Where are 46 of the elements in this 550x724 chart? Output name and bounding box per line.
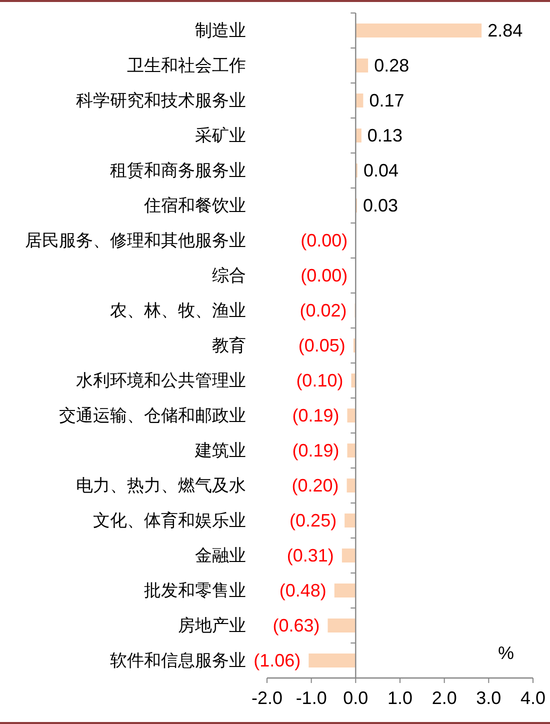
x-tick-label: 3.0 <box>476 688 502 708</box>
y-tick-label: 软件和信息服务业 <box>110 651 246 670</box>
data-label: (0.20) <box>292 476 339 496</box>
data-label: (0.19) <box>292 440 340 460</box>
y-tick-label: 农、林、牧、渔业 <box>110 301 246 320</box>
y-tick-label: 文化、体育和娱乐业 <box>93 511 246 530</box>
data-label: (0.25) <box>290 510 337 530</box>
x-tick-label: -2.0 <box>251 688 283 708</box>
y-tick-label: 建筑业 <box>194 441 246 460</box>
y-tick-label: 居民服务、修理和其他服务业 <box>25 231 246 250</box>
x-axis-title: % <box>498 643 514 663</box>
x-tick-label: 0.0 <box>343 688 368 708</box>
data-label: 0.17 <box>369 90 404 110</box>
y-tick-label: 住宿和餐饮业 <box>143 196 246 215</box>
data-label: (0.31) <box>286 546 334 566</box>
y-tick-label: 教育 <box>212 336 246 355</box>
data-label: 0.13 <box>367 126 402 146</box>
data-label: 0.04 <box>363 160 398 180</box>
y-tick-label: 卫生和社会工作 <box>127 56 246 75</box>
data-label: (0.00) <box>300 230 348 250</box>
y-tick-label: 制造业 <box>195 21 246 40</box>
data-label: (0.48) <box>279 580 326 600</box>
y-tick-label: 交通运输、仓储和邮政业 <box>59 406 246 425</box>
x-tick-label: 1.0 <box>387 688 413 708</box>
x-tick-label: 4.0 <box>520 688 546 708</box>
y-tick-label: 采矿业 <box>195 126 246 145</box>
y-tick-label: 金融业 <box>195 546 246 565</box>
y-tick-label: 科学研究和技术服务业 <box>76 91 246 110</box>
data-label: (0.10) <box>296 370 344 390</box>
data-label: (1.06) <box>254 650 301 670</box>
data-label: (0.05) <box>298 336 346 356</box>
y-tick-label: 电力、热力、燃气及水 <box>76 476 246 495</box>
x-tick-label: 2.0 <box>432 688 457 708</box>
y-tick-label: 水利环境和公共管理业 <box>76 371 246 390</box>
data-label: (0.00) <box>300 266 348 286</box>
y-tick-label: 批发和零售业 <box>144 581 246 600</box>
y-tick-label: 综合 <box>212 266 246 285</box>
data-label: 0.03 <box>362 196 398 216</box>
y-tick-label: 租赁和商务服务业 <box>110 161 246 180</box>
data-label: (0.02) <box>300 300 347 320</box>
y-tick-label: 房地产业 <box>178 616 246 635</box>
data-label: 0.28 <box>374 56 410 76</box>
data-label: 2.84 <box>488 20 523 40</box>
data-label: (0.63) <box>272 616 320 636</box>
x-tick-label: -1.0 <box>296 688 327 708</box>
data-label: (0.19) <box>292 406 340 426</box>
